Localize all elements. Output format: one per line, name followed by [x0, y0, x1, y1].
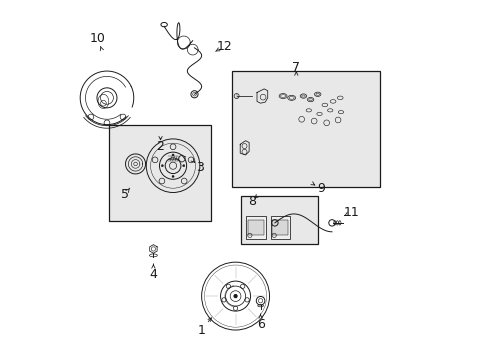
Text: 10: 10	[90, 32, 106, 45]
Circle shape	[161, 165, 163, 167]
Text: 9: 9	[317, 183, 325, 195]
Text: 5: 5	[121, 188, 128, 201]
Circle shape	[234, 295, 237, 297]
Text: 7: 7	[292, 61, 300, 74]
Bar	[247, 220, 264, 235]
Bar	[270, 216, 290, 239]
Text: 4: 4	[149, 268, 157, 281]
Circle shape	[172, 175, 174, 177]
Bar	[246, 216, 265, 239]
Text: 3: 3	[196, 161, 203, 174]
Bar	[241, 196, 317, 244]
Text: 11: 11	[343, 206, 359, 219]
Text: 2: 2	[156, 140, 164, 153]
Bar	[231, 71, 380, 187]
Circle shape	[183, 165, 184, 167]
Bar	[108, 125, 210, 221]
Text: 8: 8	[247, 195, 255, 208]
Text: 6: 6	[256, 318, 264, 331]
Text: 12: 12	[217, 40, 232, 53]
Circle shape	[172, 154, 174, 156]
Bar	[272, 220, 288, 235]
Text: 1: 1	[197, 324, 205, 337]
